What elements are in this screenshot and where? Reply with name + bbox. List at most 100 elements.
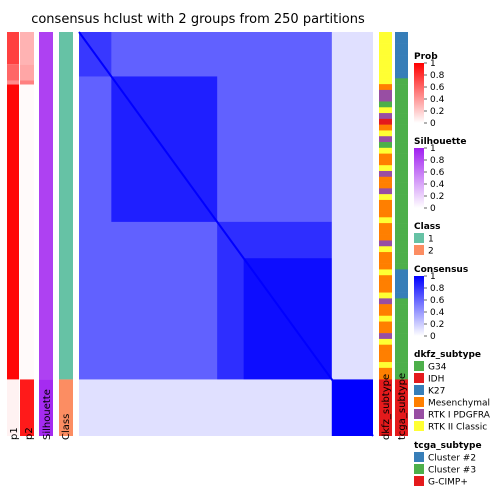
legend-item-label: RTK II Classic bbox=[428, 423, 487, 433]
tcga-cell-7 bbox=[395, 72, 408, 79]
legend-item-label: IDH bbox=[428, 375, 444, 385]
tcga-cell-10 bbox=[395, 89, 408, 96]
tcga-cell-16 bbox=[395, 124, 408, 131]
dkfz-cell-58 bbox=[379, 367, 392, 374]
tcga-cell-45 bbox=[395, 292, 408, 299]
tcga-cell-27 bbox=[395, 188, 408, 195]
tcga-cell-22 bbox=[395, 159, 408, 166]
legend-title: Silhouette bbox=[414, 137, 466, 147]
legend-tick-label: 1 bbox=[430, 272, 436, 282]
legend-swatch bbox=[414, 421, 424, 431]
p2-annotation-column bbox=[20, 32, 34, 436]
legend-title: tcga_subtype bbox=[414, 441, 482, 451]
dkfz-cell-59 bbox=[379, 373, 392, 380]
p1-band-4 bbox=[7, 379, 19, 436]
class-1-band bbox=[59, 32, 73, 380]
tcga-cell-55 bbox=[395, 350, 408, 357]
p1-annotation-column bbox=[7, 32, 19, 436]
dkfz-cell-56 bbox=[379, 356, 392, 363]
tcga-cell-28 bbox=[395, 194, 408, 201]
tcga-cell-31 bbox=[395, 211, 408, 218]
dkfz-cell-31 bbox=[379, 211, 392, 218]
p1-band-0 bbox=[7, 32, 19, 65]
tcga-cell-17 bbox=[395, 130, 408, 137]
dkfz-cell-30 bbox=[379, 205, 392, 212]
p2-band-4 bbox=[20, 379, 34, 436]
legend-tick-label: 0 bbox=[430, 119, 436, 129]
legend-item-label: 1 bbox=[428, 235, 434, 245]
legend-tick-label: 1 bbox=[430, 59, 436, 69]
dkfz-cell-11 bbox=[379, 95, 392, 102]
legend-title: Class bbox=[414, 222, 440, 232]
legend-tick-label: 0.6 bbox=[430, 83, 445, 93]
legend-tick-label: 0.6 bbox=[430, 296, 445, 306]
class-2-band bbox=[59, 379, 73, 436]
legend-color-bar bbox=[414, 276, 424, 336]
dkfz-cell-48 bbox=[379, 309, 392, 317]
legend-title: Consensus bbox=[414, 265, 468, 275]
tcga-cell-4 bbox=[395, 55, 408, 62]
legend-item-label: Cluster #3 bbox=[428, 466, 476, 476]
dkfz-subtype-column bbox=[379, 32, 392, 436]
legend-swatch bbox=[414, 397, 424, 407]
tcga-cell-18 bbox=[395, 136, 408, 143]
tcga-cell-6 bbox=[395, 66, 408, 73]
legend-item-label: 2 bbox=[428, 247, 434, 257]
tcga-cell-3 bbox=[395, 49, 408, 56]
tcga-cell-23 bbox=[395, 165, 408, 172]
label-class: Class bbox=[61, 414, 72, 440]
legend-tick-label: 0.4 bbox=[430, 308, 445, 318]
dkfz-cell-51 bbox=[379, 327, 392, 334]
label-p1: p1 bbox=[9, 427, 20, 440]
dkfz-cell-5 bbox=[379, 60, 392, 68]
dkfz-cell-15 bbox=[379, 118, 392, 125]
label-tcga-subtype: tcga_subtype bbox=[397, 373, 408, 440]
tcga-cell-0 bbox=[395, 32, 408, 39]
legends: Prob10.80.60.40.20Silhouette10.80.60.40.… bbox=[414, 52, 491, 488]
class-annotation-column bbox=[59, 32, 73, 436]
p2-band-1 bbox=[20, 64, 34, 81]
legend-tick-label: 0.8 bbox=[430, 71, 445, 81]
p2-band-0 bbox=[20, 32, 34, 65]
dkfz-cell-32 bbox=[379, 217, 392, 224]
dkfz-cell-16 bbox=[379, 124, 392, 131]
dkfz-cell-6 bbox=[379, 66, 392, 73]
tcga-cell-15 bbox=[395, 118, 408, 125]
dkfz-cell-25 bbox=[379, 176, 392, 183]
legend-class: Class 1 2 bbox=[414, 222, 440, 257]
chart-title: consensus hclust with 2 groups from 250 … bbox=[31, 12, 365, 27]
dkfz-cell-55 bbox=[379, 350, 392, 357]
tcga-cell-25 bbox=[395, 176, 408, 183]
tcga-cell-5 bbox=[395, 60, 408, 68]
dkfz-cell-42 bbox=[379, 275, 392, 282]
legend-tick-label: 1 bbox=[430, 144, 436, 154]
legend-title: Prob bbox=[414, 52, 438, 62]
tcga-cell-47 bbox=[395, 304, 408, 311]
legend-swatch bbox=[414, 476, 424, 486]
legend-tick-label: 0 bbox=[430, 204, 436, 214]
p1-band-3 bbox=[7, 84, 19, 380]
legend-item-label: Mesenchymal bbox=[428, 399, 490, 409]
silhouette-band-1 bbox=[39, 379, 53, 436]
matrix-offdiag-bottom-left bbox=[79, 379, 332, 436]
silhouette-annotation-column bbox=[39, 32, 53, 436]
tcga-cell-59 bbox=[395, 373, 408, 380]
dkfz-cell-23 bbox=[379, 165, 392, 172]
dkfz-cell-53 bbox=[379, 338, 392, 345]
legend-tick-label: 0.2 bbox=[430, 192, 444, 202]
dkfz-cell-36 bbox=[379, 240, 392, 247]
dkfz-cell-18 bbox=[379, 136, 392, 143]
dkfz-cell-39 bbox=[379, 257, 392, 264]
dkfz-cell-52 bbox=[379, 333, 392, 340]
dkfz-cell-13 bbox=[379, 107, 392, 114]
legend-tick-label: 0.6 bbox=[430, 168, 445, 178]
tcga-cell-36 bbox=[395, 240, 408, 247]
dkfz-cell-9 bbox=[379, 84, 392, 91]
legend-swatch bbox=[414, 464, 424, 474]
label-dkfz-subtype: dkfz_subtype bbox=[381, 374, 392, 440]
dkfz-cell-41 bbox=[379, 269, 392, 276]
